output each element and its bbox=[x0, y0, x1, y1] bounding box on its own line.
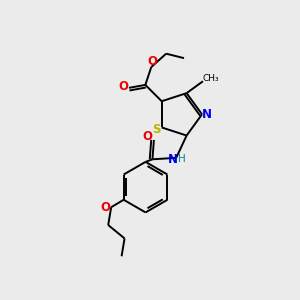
Text: S: S bbox=[152, 123, 160, 136]
Text: O: O bbox=[118, 80, 128, 94]
Text: H: H bbox=[178, 154, 185, 164]
Text: O: O bbox=[101, 201, 111, 214]
Text: N: N bbox=[168, 153, 178, 166]
Text: CH₃: CH₃ bbox=[203, 74, 220, 83]
Text: N: N bbox=[202, 108, 212, 121]
Text: O: O bbox=[142, 130, 152, 143]
Text: O: O bbox=[148, 55, 158, 68]
